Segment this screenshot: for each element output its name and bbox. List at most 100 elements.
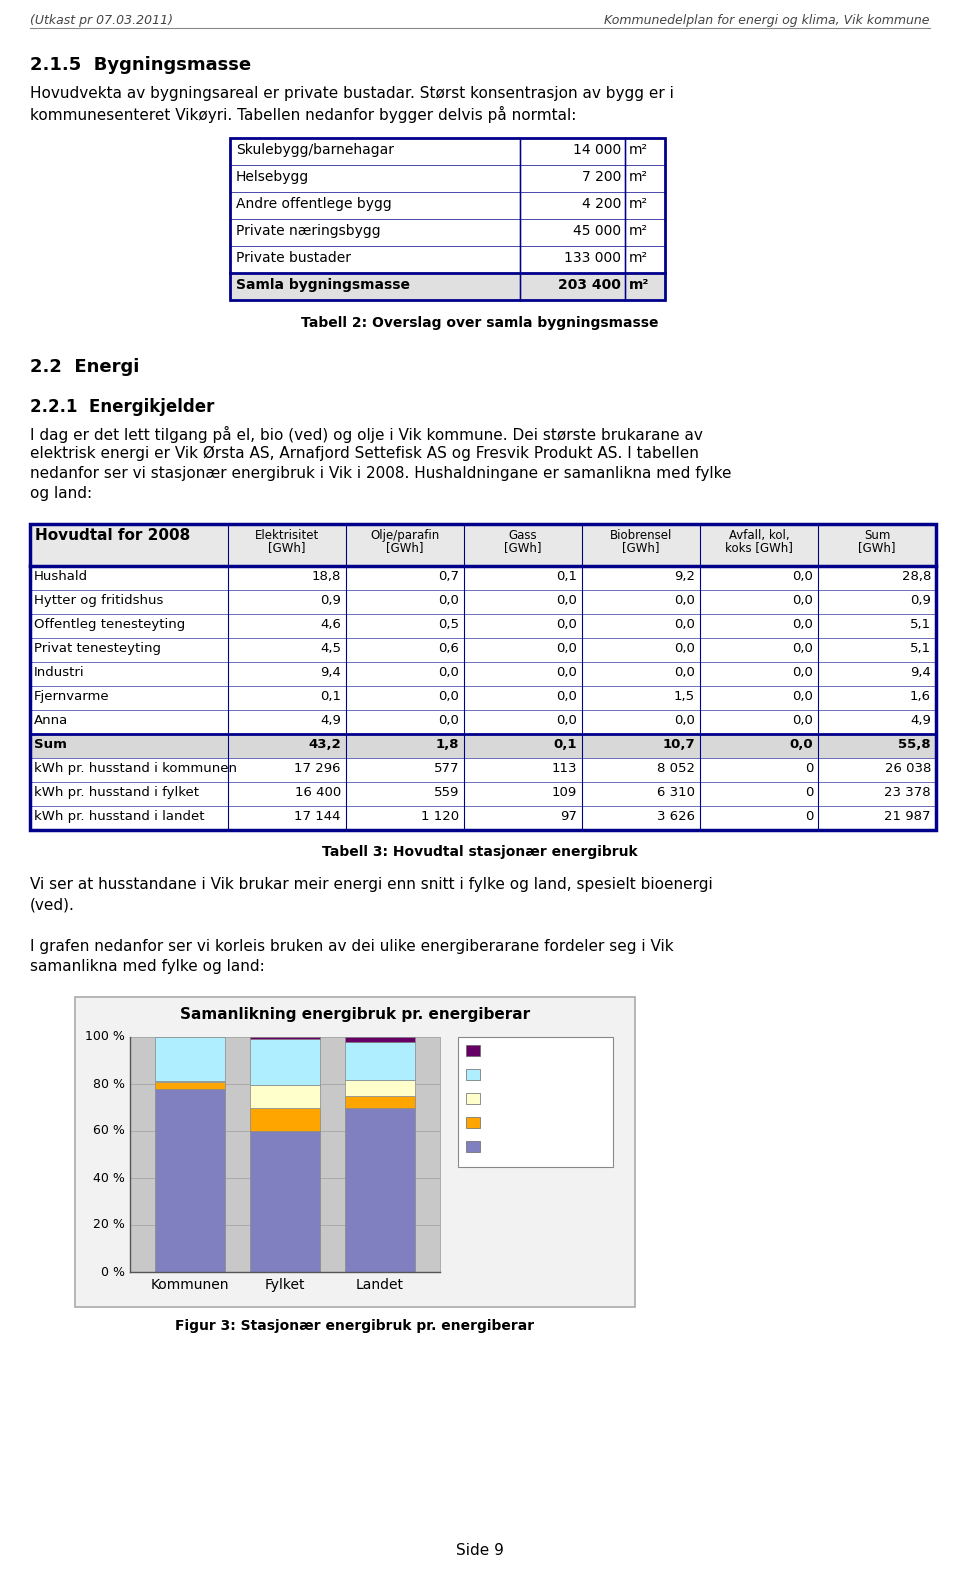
- Text: og land:: og land:: [30, 485, 92, 501]
- Text: [GWh]: [GWh]: [504, 541, 541, 554]
- Text: Hovudtal for 2008: Hovudtal for 2008: [35, 528, 190, 542]
- Bar: [230, 165, 665, 192]
- Text: 1,5: 1,5: [674, 690, 695, 703]
- Bar: [30, 734, 936, 758]
- Bar: [30, 614, 936, 638]
- Text: 0,0: 0,0: [792, 642, 813, 655]
- Text: 0,1: 0,1: [554, 737, 577, 752]
- Text: 0: 0: [804, 810, 813, 823]
- Text: 21 987: 21 987: [884, 810, 931, 823]
- Bar: [155, 1037, 225, 1082]
- Text: 0,0: 0,0: [792, 569, 813, 584]
- Bar: [250, 1107, 320, 1131]
- Text: 2.1.5  Bygningsmasse: 2.1.5 Bygningsmasse: [30, 56, 252, 75]
- Bar: [466, 1045, 480, 1056]
- Text: 0,0: 0,0: [556, 642, 577, 655]
- Text: (ved).: (ved).: [30, 898, 75, 912]
- Text: Andre offentlege bygg: Andre offentlege bygg: [236, 197, 392, 211]
- Text: kommunesenteret Vikøyri. Tabellen nedanfor bygger delvis på normtal:: kommunesenteret Vikøyri. Tabellen nedanf…: [30, 106, 576, 124]
- Text: 0: 0: [804, 761, 813, 776]
- Text: 0,9: 0,9: [320, 595, 341, 607]
- Bar: [230, 138, 665, 300]
- Text: 2.2  Energi: 2.2 Energi: [30, 358, 139, 376]
- Bar: [250, 1131, 320, 1272]
- Text: Hytter og fritidshus: Hytter og fritidshus: [34, 595, 163, 607]
- Text: 23 378: 23 378: [884, 787, 931, 799]
- Bar: [75, 998, 635, 1307]
- Text: Samanlikning energibruk pr. energiberar: Samanlikning energibruk pr. energiberar: [180, 1007, 530, 1021]
- Text: Olje/parafin: Olje/parafin: [371, 530, 440, 542]
- Text: [GWh]: [GWh]: [622, 541, 660, 554]
- Bar: [155, 1082, 225, 1090]
- Text: 0,0: 0,0: [674, 619, 695, 631]
- Text: 20 %: 20 %: [93, 1218, 125, 1231]
- Text: 10,7: 10,7: [662, 737, 695, 752]
- Text: kWh pr. husstand i fylket: kWh pr. husstand i fylket: [34, 787, 199, 799]
- Text: Kommunedelplan for energi og klima, Vik kommune: Kommunedelplan for energi og klima, Vik …: [605, 14, 930, 27]
- Bar: [130, 1037, 440, 1272]
- Text: 5,1: 5,1: [910, 642, 931, 655]
- Text: 0,9: 0,9: [910, 595, 931, 607]
- Text: 0,1: 0,1: [320, 690, 341, 703]
- Bar: [345, 1037, 415, 1042]
- Text: 0,0: 0,0: [674, 666, 695, 679]
- Text: 6 310: 6 310: [657, 787, 695, 799]
- Text: Sum: Sum: [864, 530, 890, 542]
- Text: 16 400: 16 400: [295, 787, 341, 799]
- Text: [GWh]: [GWh]: [268, 541, 305, 554]
- Text: 45 000: 45 000: [573, 224, 621, 238]
- Text: (Utkast pr 07.03.2011): (Utkast pr 07.03.2011): [30, 14, 173, 27]
- Text: 0,0: 0,0: [792, 666, 813, 679]
- Text: 109: 109: [552, 787, 577, 799]
- Text: 0,0: 0,0: [438, 595, 459, 607]
- Text: Fjernvarme: Fjernvarme: [34, 690, 109, 703]
- Bar: [345, 1042, 415, 1080]
- Text: kWh pr. husstand i landet: kWh pr. husstand i landet: [34, 810, 204, 823]
- Bar: [466, 1069, 480, 1080]
- Bar: [30, 590, 936, 614]
- Text: 0,1: 0,1: [556, 569, 577, 584]
- Bar: [466, 1117, 480, 1128]
- Text: samanlikna med fylke og land:: samanlikna med fylke og land:: [30, 960, 265, 974]
- Text: 0,0: 0,0: [556, 690, 577, 703]
- Bar: [345, 1080, 415, 1096]
- Text: 0,0: 0,0: [438, 690, 459, 703]
- Text: 80 %: 80 %: [93, 1077, 125, 1091]
- Text: I dag er det lett tilgang på el, bio (ved) og olje i Vik kommune. Dei største br: I dag er det lett tilgang på el, bio (ve…: [30, 427, 703, 442]
- Text: kWh pr. husstand i kommunen: kWh pr. husstand i kommunen: [34, 761, 237, 776]
- Text: Gass: Gass: [484, 1093, 515, 1105]
- Text: 28,8: 28,8: [901, 569, 931, 584]
- Bar: [30, 523, 936, 829]
- Text: Industri: Industri: [34, 666, 84, 679]
- Text: m²: m²: [629, 197, 648, 211]
- Bar: [230, 192, 665, 219]
- Text: Privat tenesteyting: Privat tenesteyting: [34, 642, 161, 655]
- Text: [GWh]: [GWh]: [386, 541, 423, 554]
- Text: 40 %: 40 %: [93, 1172, 125, 1185]
- Text: Biobrensel: Biobrensel: [610, 530, 672, 542]
- Text: 43,2: 43,2: [308, 737, 341, 752]
- Bar: [345, 1096, 415, 1107]
- Bar: [155, 1090, 225, 1272]
- Text: 1 120: 1 120: [420, 810, 459, 823]
- Text: 113: 113: [551, 761, 577, 776]
- Bar: [230, 273, 665, 300]
- Text: 0,0: 0,0: [438, 714, 459, 726]
- Text: [GWh]: [GWh]: [858, 541, 896, 554]
- Text: 203 400: 203 400: [558, 278, 621, 292]
- Bar: [30, 523, 936, 566]
- Text: 0,0: 0,0: [792, 595, 813, 607]
- Text: m²: m²: [629, 278, 649, 292]
- Text: 0,0: 0,0: [556, 666, 577, 679]
- Text: Anna: Anna: [34, 714, 68, 726]
- Text: El: El: [484, 1140, 495, 1155]
- Bar: [30, 711, 936, 734]
- Text: Fylket: Fylket: [265, 1278, 305, 1293]
- Text: 0,0: 0,0: [556, 619, 577, 631]
- Text: koks [GWh]: koks [GWh]: [725, 541, 793, 554]
- Bar: [30, 782, 936, 806]
- Text: 0,0: 0,0: [789, 737, 813, 752]
- Text: 97: 97: [560, 810, 577, 823]
- Bar: [230, 138, 665, 165]
- Bar: [30, 566, 936, 590]
